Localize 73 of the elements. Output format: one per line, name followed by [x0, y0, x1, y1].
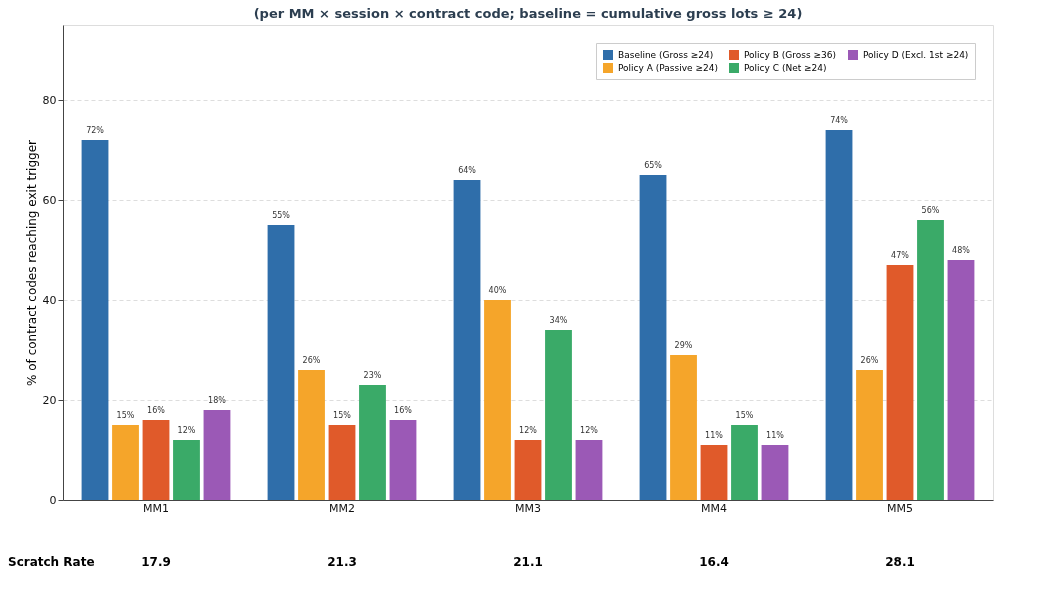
data-label: 12%: [177, 426, 196, 435]
x-tick-label: MM5: [887, 501, 913, 515]
text: 28.1: [885, 555, 915, 569]
legend-label: Policy C (Net ≥24): [744, 63, 827, 73]
bar: [670, 355, 697, 500]
data-label: 16%: [394, 406, 413, 415]
data-label: 29%: [674, 341, 693, 350]
y-tick-label: 20: [42, 393, 57, 407]
data-label: 15%: [116, 411, 135, 420]
legend-label: Policy A (Passive ≥24): [618, 63, 718, 73]
legend-label: Policy B (Gross ≥36): [744, 50, 837, 60]
bar: [359, 385, 386, 500]
data-label: 64%: [458, 166, 477, 175]
data-label: 15%: [735, 411, 754, 420]
text: 21.1: [513, 555, 543, 569]
data-label: 18%: [208, 396, 227, 405]
bar: [142, 420, 170, 500]
data-label: 34%: [549, 316, 568, 325]
legend-label: Policy D (Excl. 1st ≥24): [863, 50, 969, 60]
bar: [112, 425, 139, 500]
x-tick-label: MM4: [701, 501, 727, 515]
data-label: 72%: [86, 126, 105, 135]
data-label: 74%: [830, 116, 849, 125]
bar: [856, 370, 883, 500]
y-tick-label: 80: [42, 93, 57, 107]
bar: [81, 140, 109, 500]
data-label: 11%: [766, 431, 785, 440]
bar: [328, 425, 356, 500]
text: Scratch Rate: [8, 555, 95, 569]
data-label: 26%: [302, 356, 321, 365]
bar: [731, 425, 758, 500]
bar: [825, 130, 853, 500]
x-tick-label: MM1: [143, 501, 169, 515]
bar: [453, 180, 481, 500]
bar: [298, 370, 325, 500]
bar: [761, 445, 789, 500]
text: 21.3: [327, 555, 357, 569]
text: 17.9: [141, 555, 171, 569]
data-label: 11%: [705, 431, 724, 440]
bar: [173, 440, 200, 500]
bar: [639, 175, 667, 500]
y-tick-label: 40: [42, 293, 57, 307]
data-label: 23%: [363, 371, 382, 380]
bar: [484, 300, 511, 500]
x-tick-label: MM2: [329, 501, 355, 515]
bar: [514, 440, 542, 500]
data-label: 47%: [891, 251, 910, 260]
bar: [203, 410, 231, 500]
y-axis-title: % of contract codes reaching exit trigger: [24, 139, 39, 386]
bar: [545, 330, 572, 500]
data-label: 15%: [333, 411, 352, 420]
text: 16.4: [699, 555, 729, 569]
y-tick-label: 0: [49, 493, 57, 507]
bar: [575, 440, 603, 500]
data-label: 12%: [519, 426, 538, 435]
bar: [700, 445, 728, 500]
data-label: 40%: [488, 286, 507, 295]
chart-title: (per MM × session × contract code; baseline = cumulative gross lots ≥ 24): [253, 6, 803, 21]
data-label: 12%: [580, 426, 599, 435]
bar: [947, 260, 975, 500]
x-tick-label: MM3: [515, 501, 541, 515]
data-label: 26%: [860, 356, 879, 365]
legend-label: Baseline (Gross ≥24): [618, 50, 714, 60]
data-label: 16%: [147, 406, 166, 415]
data-label: 48%: [952, 246, 971, 255]
data-label: 65%: [644, 161, 663, 170]
bar: [886, 265, 914, 500]
data-label: 55%: [272, 211, 291, 220]
bar: [917, 220, 944, 500]
bar: [389, 420, 417, 500]
y-tick-label: 60: [42, 193, 57, 207]
data-label: 56%: [921, 206, 940, 215]
bar: [267, 225, 295, 500]
